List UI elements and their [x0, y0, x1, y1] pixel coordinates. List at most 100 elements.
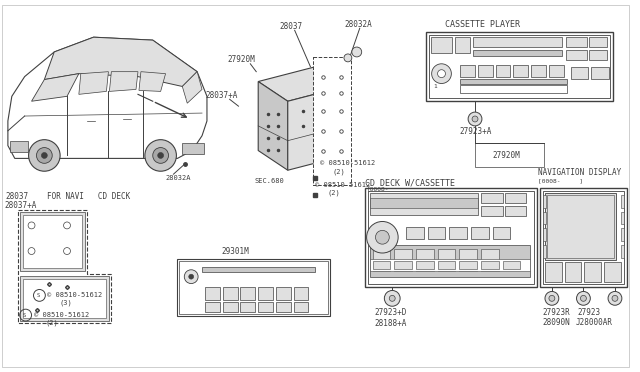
- Circle shape: [608, 291, 622, 305]
- Circle shape: [344, 54, 352, 62]
- Text: (2): (2): [327, 190, 340, 196]
- Text: SEC.680: SEC.680: [254, 178, 284, 184]
- Circle shape: [549, 295, 555, 301]
- Text: 29301M: 29301M: [221, 247, 250, 256]
- Bar: [182, 142, 204, 154]
- Bar: [205, 302, 220, 312]
- Text: (2): (2): [332, 168, 345, 175]
- Circle shape: [389, 295, 395, 301]
- Bar: [621, 245, 624, 258]
- Bar: [365, 188, 537, 286]
- Bar: [566, 50, 588, 60]
- Bar: [549, 65, 564, 77]
- Bar: [589, 37, 607, 47]
- Bar: [564, 262, 582, 282]
- Circle shape: [468, 112, 482, 126]
- Bar: [394, 249, 412, 271]
- Bar: [294, 286, 308, 300]
- Text: 28032A: 28032A: [166, 175, 191, 181]
- Circle shape: [145, 140, 177, 171]
- Text: CD DECK W/CASSETTE: CD DECK W/CASSETTE: [365, 178, 454, 187]
- Bar: [223, 302, 237, 312]
- Bar: [571, 67, 588, 78]
- Circle shape: [63, 222, 70, 229]
- Bar: [531, 65, 546, 77]
- Bar: [10, 141, 28, 153]
- Polygon shape: [258, 67, 345, 101]
- Bar: [394, 261, 412, 269]
- Text: 28188+A: 28188+A: [374, 319, 407, 328]
- Text: 27923R: 27923R: [542, 308, 570, 317]
- Bar: [604, 262, 621, 282]
- Circle shape: [352, 47, 362, 57]
- Text: 27923+A: 27923+A: [460, 127, 492, 136]
- Bar: [258, 302, 273, 312]
- Bar: [372, 261, 390, 269]
- Circle shape: [28, 222, 35, 229]
- Polygon shape: [8, 37, 207, 158]
- Polygon shape: [139, 72, 166, 92]
- Bar: [460, 78, 566, 84]
- Circle shape: [29, 140, 60, 171]
- Bar: [276, 286, 291, 300]
- Bar: [431, 37, 452, 53]
- Bar: [504, 206, 526, 215]
- Bar: [369, 198, 478, 208]
- Bar: [547, 195, 614, 258]
- Text: [0008-     ]: [0008- ]: [538, 178, 583, 183]
- Circle shape: [28, 248, 35, 254]
- Bar: [369, 245, 530, 277]
- Bar: [177, 259, 330, 316]
- Bar: [20, 212, 84, 271]
- Bar: [481, 206, 502, 215]
- Bar: [369, 193, 478, 215]
- Bar: [493, 227, 511, 239]
- Circle shape: [577, 291, 590, 305]
- Circle shape: [184, 270, 198, 283]
- Polygon shape: [258, 81, 288, 170]
- Text: 28037: 28037: [280, 22, 303, 31]
- Text: 27923: 27923: [577, 308, 600, 317]
- Text: S: S: [22, 313, 26, 318]
- Polygon shape: [109, 72, 138, 92]
- Bar: [543, 195, 546, 208]
- Bar: [496, 65, 511, 77]
- Bar: [367, 191, 534, 283]
- Bar: [276, 302, 291, 312]
- Bar: [481, 249, 499, 271]
- Bar: [566, 37, 588, 47]
- Bar: [481, 193, 502, 203]
- Bar: [545, 262, 562, 282]
- Bar: [455, 37, 470, 53]
- Bar: [205, 286, 220, 300]
- Circle shape: [612, 295, 618, 301]
- Bar: [471, 227, 489, 239]
- Bar: [202, 267, 316, 272]
- Bar: [241, 302, 255, 312]
- Bar: [406, 227, 424, 239]
- Circle shape: [36, 148, 52, 163]
- Bar: [416, 249, 434, 271]
- Circle shape: [367, 221, 398, 253]
- Bar: [438, 249, 455, 271]
- Text: 28037+A: 28037+A: [205, 92, 237, 100]
- Bar: [545, 193, 616, 260]
- Text: 28037: 28037: [6, 192, 29, 201]
- Bar: [621, 195, 624, 208]
- Text: CASSETTE PLAYER: CASSETTE PLAYER: [445, 20, 520, 29]
- Bar: [241, 286, 255, 300]
- Bar: [589, 50, 607, 60]
- Polygon shape: [182, 72, 202, 103]
- Bar: [543, 245, 546, 258]
- Bar: [543, 191, 624, 283]
- Bar: [20, 276, 109, 321]
- Text: FOR NAVI   CD DECK: FOR NAVI CD DECK: [47, 192, 131, 201]
- Bar: [473, 50, 562, 56]
- Circle shape: [545, 291, 559, 305]
- Circle shape: [189, 274, 194, 279]
- Bar: [621, 228, 624, 241]
- Bar: [369, 259, 530, 271]
- Circle shape: [438, 70, 445, 78]
- Text: (3): (3): [59, 299, 72, 306]
- Bar: [502, 261, 520, 269]
